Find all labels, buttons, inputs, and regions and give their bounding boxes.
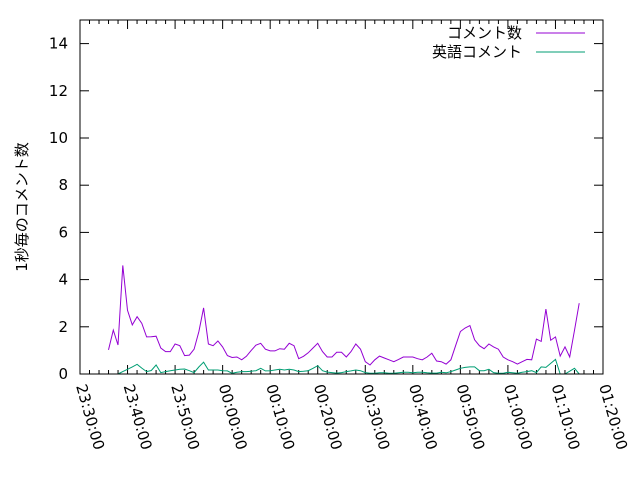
x-tick-label: 00:10:00: [262, 382, 298, 452]
legend-label: コメント数: [447, 24, 522, 42]
x-tick-label: 00:20:00: [310, 382, 346, 452]
x-tick-label: 23:40:00: [120, 382, 156, 452]
x-tick-label: 00:30:00: [357, 382, 393, 452]
y-tick-label: 0: [58, 365, 68, 383]
x-tick-label: 00:40:00: [405, 382, 441, 452]
x-tick-label: 01:20:00: [595, 382, 631, 452]
y-tick-label: 12: [49, 82, 68, 100]
x-tick-labels: 23:30:00 23:40:00 23:50:00 00:00:00 00:10:00…: [72, 382, 631, 452]
plot-frame: [79, 19, 604, 375]
y-tick-label: 8: [58, 176, 68, 194]
x-tick-label: 00:50:00: [453, 382, 489, 452]
x-tick-label: 23:30:00: [72, 382, 108, 452]
series-line-0: [108, 265, 580, 366]
y-tick-label: 10: [49, 129, 68, 147]
y-tick-label: 14: [49, 35, 68, 53]
axis-ticks: [79, 20, 604, 375]
y-tick-label: 2: [58, 318, 68, 336]
x-tick-label: 01:00:00: [500, 382, 536, 452]
series-line-1: [117, 358, 580, 375]
legend-label: 英語コメント: [432, 43, 522, 61]
y-axis-label: 1秒毎のコメント数: [13, 142, 31, 272]
x-tick-label: 01:10:00: [548, 382, 584, 452]
x-tick-label: 00:00:00: [215, 382, 251, 452]
y-tick-labels: 0 2 4 6 8 10 12 14: [49, 35, 68, 383]
y-tick-label: 6: [58, 223, 68, 241]
series-lines: [108, 265, 580, 375]
y-tick-label: 4: [58, 271, 68, 289]
x-tick-label: 23:50:00: [167, 382, 203, 452]
